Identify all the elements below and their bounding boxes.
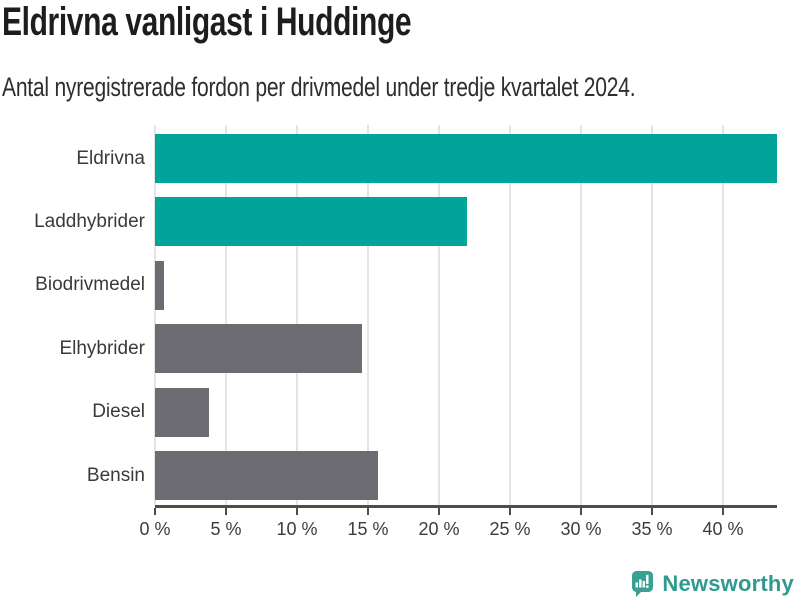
bar-biodrivmedel [155,260,164,310]
x-tick-label-0: 0 % [139,519,171,539]
x-axis-tick-10 [296,508,298,515]
gridline-35 [651,125,654,506]
gridline-40 [722,125,725,506]
category-label-eldrivna: Eldrivna [76,147,145,169]
category-label-biodrivmedel: Biodrivmedel [35,274,145,296]
x-tick-label-35: 35 % [631,519,673,539]
x-axis-tick-30 [580,508,583,515]
x-axis-tick-20 [438,508,441,515]
x-axis-line [155,505,777,508]
x-tick-label-20: 20 % [418,519,460,539]
newsworthy-logo-icon [632,571,654,597]
x-axis-tick-0 [154,508,156,515]
x-tick-label-25: 25 % [489,519,531,539]
gridline-15 [367,125,369,506]
category-label-elhybrider: Elhybrider [59,337,145,359]
x-axis-tick-35 [651,508,654,515]
bar-elhybrider [155,324,363,374]
x-tick-label-30: 30 % [560,519,602,539]
category-axis-labels: Eldrivna Laddhybrider Biodrivmedel Elhybrid… [0,0,145,600]
bar-laddhybrider [155,197,468,247]
x-axis-tick-15 [367,508,369,515]
gridline-0 [154,125,156,506]
category-label-laddhybrider: Laddhybrider [34,210,145,232]
gridline-30 [580,125,583,506]
category-label-bensin: Bensin [86,464,145,486]
newsworthy-logo-text: Newsworthy [662,571,794,596]
x-tick-label-15: 15 % [347,519,389,539]
x-axis-tick-5 [225,508,227,515]
category-label-diesel: Diesel [92,401,145,423]
bar-eldrivna [155,134,777,183]
x-axis-tick-40 [722,508,725,515]
plot-area [154,125,777,515]
bar-diesel [155,387,209,437]
page-title: Eldrivna vanligast i Huddinge [2,0,412,44]
newsworthy-logo: Newsworthy [632,571,794,597]
x-tick-label-5: 5 % [210,519,242,539]
x-axis-tick-25 [509,508,512,515]
gridline-20 [438,125,441,506]
x-tick-label-40: 40 % [702,519,744,539]
bar-bensin [155,451,378,500]
gridline-25 [509,125,512,506]
gridline-10 [296,125,298,506]
x-tick-label-10: 10 % [276,519,318,539]
chart-subtitle: Antal nyregistrerade fordon per drivmede… [2,72,636,102]
gridline-5 [225,125,227,506]
